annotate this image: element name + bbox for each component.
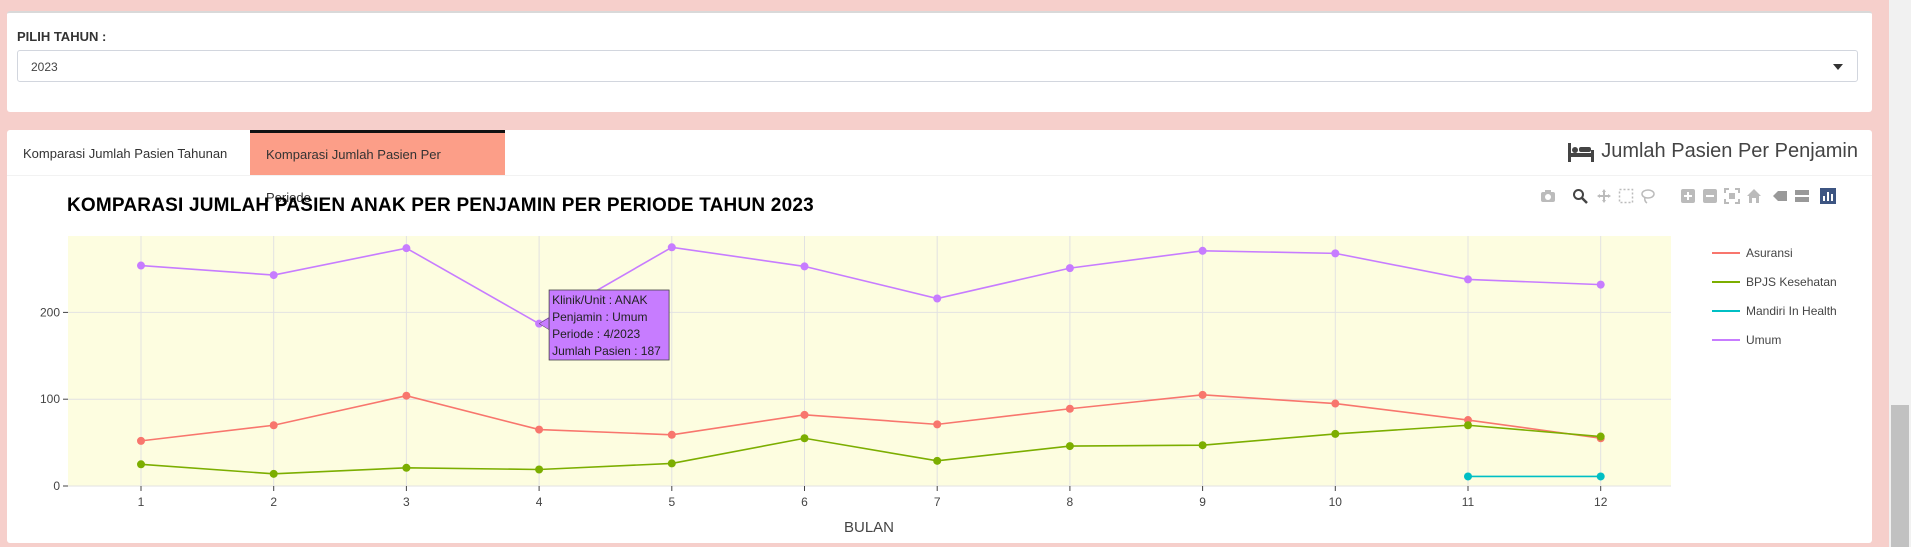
y-tick-label: 0	[53, 479, 60, 493]
reset-axes-icon[interactable]	[1746, 188, 1762, 204]
tooltip-line: Klinik/Unit : ANAK	[552, 293, 647, 307]
data-point	[137, 460, 145, 469]
data-point	[667, 243, 676, 252]
hover-compare-icon[interactable]	[1794, 188, 1810, 204]
data-point	[1065, 264, 1074, 273]
x-tick-label: 1	[138, 495, 145, 509]
x-tick-label: 6	[801, 495, 808, 509]
data-point	[1596, 472, 1605, 481]
year-filter-label: PILIH TAHUN :	[17, 29, 107, 44]
data-point	[402, 391, 411, 400]
data-point	[1596, 280, 1605, 289]
hover-closest-icon[interactable]	[1772, 188, 1788, 204]
chart-title: KOMPARASI JUMLAH PASIEN ANAK PER PENJAMI…	[67, 195, 814, 216]
x-tick-label: 11	[1462, 495, 1475, 509]
bed-icon	[1568, 142, 1595, 162]
data-point	[1198, 246, 1207, 255]
tooltip-line: Jumlah Pasien : 187	[552, 344, 661, 358]
data-point	[269, 271, 278, 280]
series-lines	[137, 243, 1605, 481]
data-point	[402, 463, 411, 472]
data-point	[402, 244, 411, 253]
grid-lines	[68, 236, 1671, 487]
zoom-in-icon[interactable]	[1680, 188, 1696, 204]
lasso-icon[interactable]	[1640, 188, 1656, 204]
box-select-icon[interactable]	[1618, 188, 1634, 204]
x-tick-label: 10	[1329, 495, 1343, 509]
page-scrollbar[interactable]	[1889, 0, 1911, 547]
series-line-umum	[140, 246, 1601, 325]
panel-title-text: Jumlah Pasien Per Penjamin	[1601, 140, 1858, 162]
x-tick-label: 12	[1594, 495, 1608, 509]
legend: Asuransi BPJS Kesehatan Mandiri In Health U…	[1712, 246, 1837, 347]
panel-title: Jumlah Pasien Per Penjamin	[1567, 140, 1858, 163]
y-tick-label: 100	[40, 392, 60, 406]
x-tick-label: 7	[934, 495, 941, 509]
x-tick-label: 2	[270, 495, 277, 509]
series-line-asuransi	[140, 394, 1601, 442]
data-point	[137, 261, 145, 270]
tooltip-line: Periode : 4/2023	[552, 327, 640, 341]
data-point	[1596, 432, 1605, 441]
camera-icon[interactable]	[1540, 188, 1556, 204]
pan-icon[interactable]	[1596, 188, 1612, 204]
data-point	[535, 425, 544, 434]
y-axis: 0 100 200	[40, 305, 68, 493]
data-point	[933, 456, 942, 465]
chevron-down-icon	[1833, 64, 1843, 70]
x-tick-label: 9	[1199, 495, 1206, 509]
legend-item-label: Asuransi	[1746, 246, 1793, 260]
data-point	[933, 294, 942, 303]
legend-item-label: BPJS Kesehatan	[1746, 275, 1837, 289]
year-filter-panel: PILIH TAHUN : 2023	[7, 11, 1872, 112]
data-point	[800, 410, 809, 419]
tooltip-line: Penjamin : Umum	[552, 310, 647, 324]
data-point	[1198, 390, 1207, 399]
data-point	[1464, 275, 1472, 284]
tab-komparasi-tahunan[interactable]: Komparasi Jumlah Pasien Tahunan	[23, 146, 228, 161]
x-axis-title: BULAN	[844, 519, 894, 536]
zoom-out-icon[interactable]	[1702, 188, 1718, 204]
x-tick-label: 8	[1067, 495, 1074, 509]
data-point	[1331, 399, 1340, 408]
legend-item-label: Umum	[1746, 333, 1781, 347]
data-point	[1198, 441, 1207, 450]
year-select-value: 2023	[31, 60, 58, 74]
data-point	[667, 459, 676, 468]
tab-komparasi-per-periode[interactable]: Komparasi Jumlah Pasien Per Periode	[250, 130, 505, 205]
data-point	[933, 420, 942, 429]
year-select[interactable]: 2023	[17, 50, 1858, 82]
series-line-bpjs-kesehatan	[140, 424, 1601, 475]
legend-item-label: Mandiri In Health	[1746, 304, 1837, 318]
data-point	[137, 436, 145, 445]
x-axis: 1 2 3 4 5 6 7 8 9 10 11 12	[138, 486, 1608, 509]
data-point	[667, 430, 676, 439]
data-point	[269, 421, 278, 430]
data-point	[1464, 472, 1472, 481]
tab-divider	[7, 175, 1872, 176]
data-point	[800, 434, 809, 443]
data-point	[1331, 249, 1340, 258]
data-point	[1065, 442, 1074, 451]
data-point	[1065, 404, 1074, 413]
x-tick-label: 4	[536, 495, 543, 509]
plot-area	[68, 236, 1671, 486]
data-point	[269, 469, 278, 478]
x-tick-label: 3	[403, 495, 410, 509]
data-point	[1331, 429, 1340, 438]
hover-tooltip: Klinik/Unit : ANAK Penjamin : Umum Periode…	[538, 289, 670, 361]
data-point	[535, 465, 544, 474]
y-tick-label: 200	[40, 305, 60, 319]
x-tick-label: 5	[668, 495, 675, 509]
autoscale-icon[interactable]	[1724, 188, 1740, 204]
data-point	[800, 262, 809, 271]
scrollbar-thumb[interactable]	[1891, 405, 1909, 547]
tooltip-box	[548, 289, 670, 361]
plotly-logo-icon[interactable]	[1820, 188, 1836, 204]
data-point	[1464, 421, 1472, 430]
zoom-icon[interactable]	[1572, 188, 1588, 204]
